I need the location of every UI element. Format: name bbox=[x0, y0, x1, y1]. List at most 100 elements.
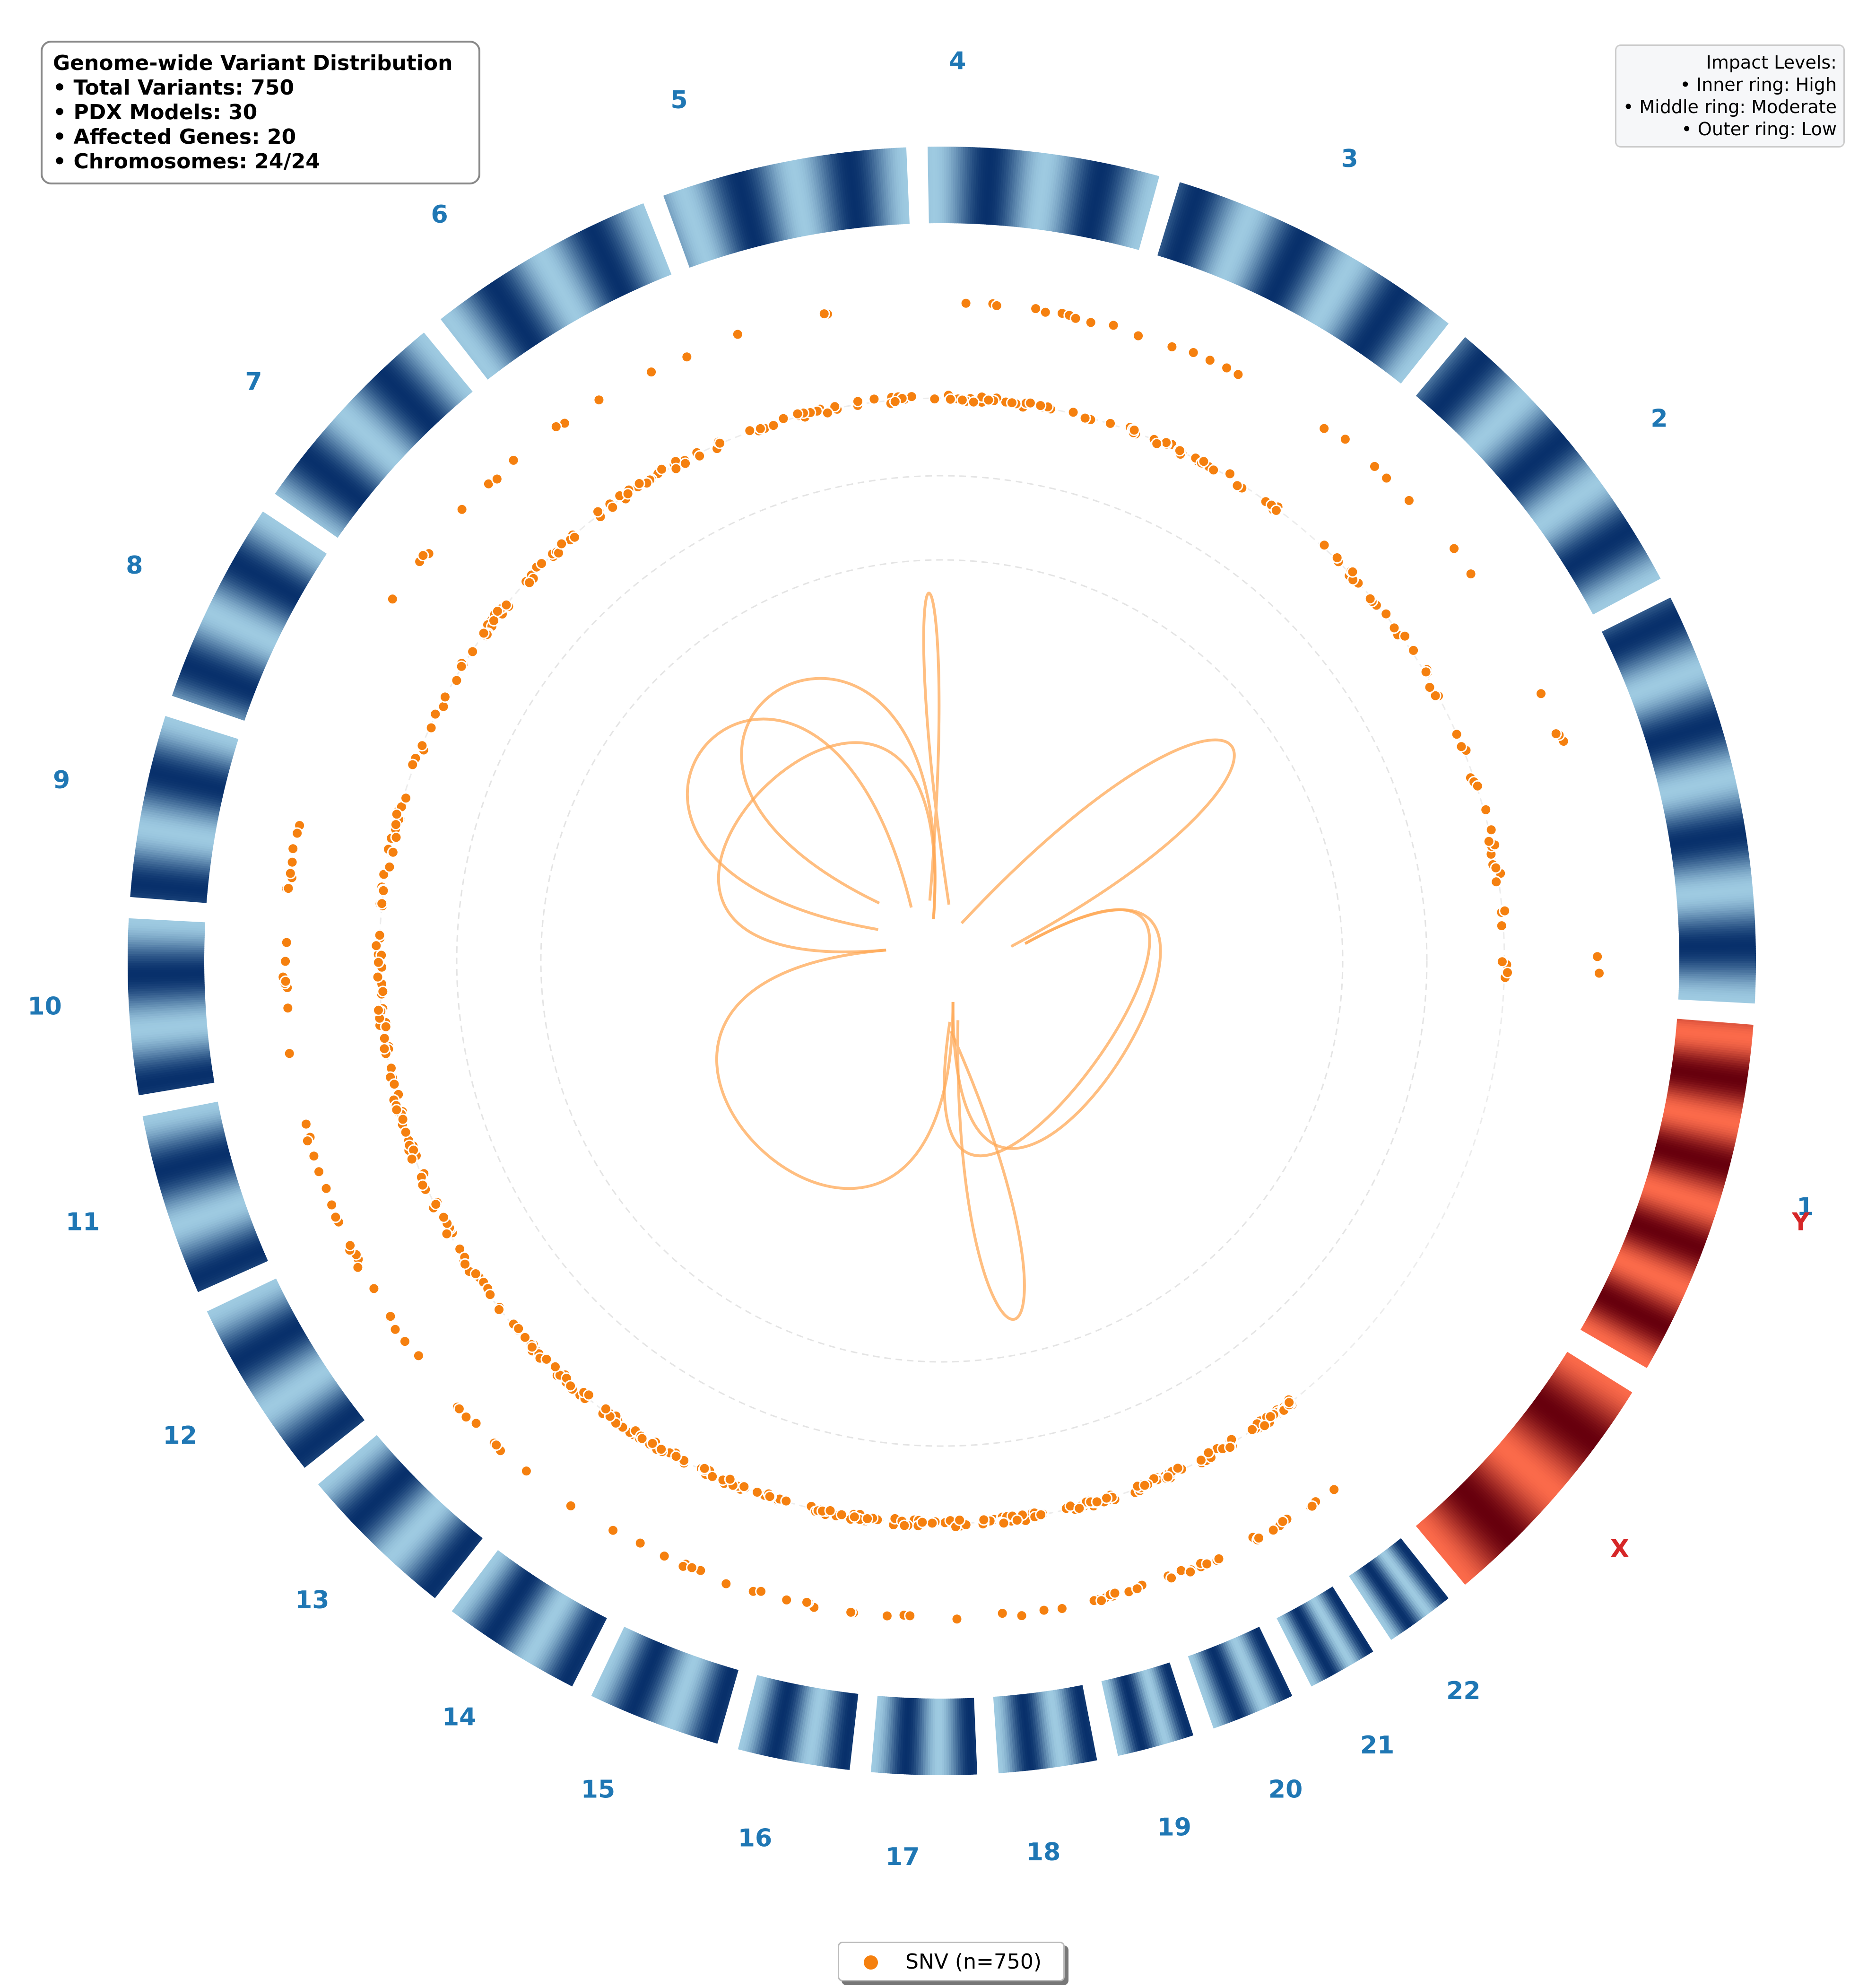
variant-point bbox=[1213, 1552, 1225, 1565]
variant-point bbox=[593, 394, 605, 406]
variant-point bbox=[1232, 368, 1244, 381]
variant-point bbox=[1198, 455, 1210, 468]
variant-point bbox=[1388, 622, 1400, 634]
variant-point bbox=[1006, 397, 1018, 409]
variant-point bbox=[656, 463, 668, 475]
variant-point bbox=[990, 299, 1003, 312]
chromosome-label-16: 16 bbox=[738, 1824, 772, 1852]
chromosome-ideogram bbox=[128, 146, 1756, 1775]
variant-link bbox=[717, 741, 937, 953]
variant-point bbox=[1403, 494, 1415, 506]
variant-point bbox=[1485, 824, 1497, 836]
variant-point bbox=[926, 1517, 938, 1529]
variant-point bbox=[383, 861, 396, 873]
chromosome-band-3 bbox=[1157, 182, 1449, 384]
variant-point bbox=[1079, 412, 1091, 424]
variant-point bbox=[416, 740, 428, 752]
legend: SNV (n=750) bbox=[838, 1942, 1065, 1981]
variant-point bbox=[406, 1153, 418, 1165]
variant-point bbox=[1030, 303, 1042, 315]
variant-point bbox=[425, 722, 437, 734]
variant-point bbox=[1483, 835, 1495, 847]
variant-point bbox=[1069, 312, 1082, 324]
variant-point bbox=[1151, 437, 1163, 450]
variant-point bbox=[520, 1465, 532, 1477]
variant-point bbox=[407, 759, 419, 771]
chromosome-band-1 bbox=[1602, 597, 1756, 1004]
impact-levels-box: Impact Levels: • Inner ring: High • Midd… bbox=[1615, 44, 1845, 148]
variant-point bbox=[1283, 1396, 1295, 1409]
variant-point bbox=[377, 985, 389, 998]
guide-circle bbox=[540, 559, 1344, 1363]
variant-point bbox=[540, 1353, 553, 1365]
variant-point bbox=[1095, 1595, 1108, 1607]
variant-point bbox=[1318, 422, 1330, 435]
variant-point bbox=[1201, 1558, 1213, 1570]
variant-point bbox=[1264, 1411, 1277, 1423]
chromosome-band-6 bbox=[440, 203, 672, 380]
variant-point bbox=[861, 1513, 874, 1525]
variant-point bbox=[372, 971, 384, 983]
variant-link bbox=[686, 717, 913, 931]
chromosome-band-10 bbox=[128, 918, 215, 1096]
chromosome-label-18: 18 bbox=[1026, 1838, 1060, 1866]
chromosome-label-22: 22 bbox=[1446, 1677, 1480, 1705]
variant-point bbox=[848, 1511, 860, 1523]
variant-point bbox=[456, 503, 468, 515]
chromosome-label-9: 9 bbox=[53, 766, 70, 794]
variant-point bbox=[1162, 1471, 1174, 1483]
variant-point bbox=[565, 1500, 577, 1512]
variant-point bbox=[851, 395, 864, 408]
chromosome-band-2 bbox=[1416, 337, 1661, 615]
variant-point bbox=[565, 1380, 577, 1392]
variant-point bbox=[1104, 417, 1116, 429]
chromosome-label-19: 19 bbox=[1157, 1813, 1191, 1841]
variant-point bbox=[998, 1517, 1010, 1529]
variant-point bbox=[1465, 568, 1477, 580]
variant-point bbox=[1172, 1462, 1184, 1474]
chromosome-label-8: 8 bbox=[126, 551, 143, 580]
variant-point bbox=[1318, 539, 1330, 551]
variant-point bbox=[868, 393, 880, 405]
variant-point bbox=[720, 1578, 732, 1590]
variant-point bbox=[283, 1047, 295, 1060]
variant-point bbox=[744, 425, 756, 437]
chromosome-band-11 bbox=[142, 1101, 268, 1292]
impact-title: Impact Levels: bbox=[1706, 52, 1837, 73]
variant-point bbox=[386, 593, 399, 605]
chromosome-band-X bbox=[1416, 1351, 1633, 1585]
variant-point bbox=[437, 1211, 450, 1223]
chromosome-band-12 bbox=[207, 1278, 365, 1468]
variant-point bbox=[430, 1198, 442, 1211]
affected-genes: • Affected Genes: 20 bbox=[53, 125, 296, 149]
variant-point bbox=[724, 1473, 736, 1485]
variant-point bbox=[1550, 728, 1562, 740]
variant-point bbox=[1495, 920, 1508, 932]
variant-point bbox=[377, 884, 390, 897]
variant-point bbox=[478, 627, 490, 639]
legend-label: SNV (n=750) bbox=[905, 1950, 1042, 1974]
variant-point bbox=[286, 856, 298, 868]
variant-point bbox=[536, 558, 547, 570]
variant-point bbox=[469, 1268, 482, 1280]
variant-point bbox=[1429, 689, 1442, 702]
variant-point bbox=[308, 1150, 320, 1162]
chromosome-label-13: 13 bbox=[295, 1586, 329, 1614]
variant-point bbox=[400, 792, 412, 804]
variant-point bbox=[397, 1113, 409, 1125]
variant-point bbox=[622, 488, 634, 500]
variant-point bbox=[996, 1607, 1008, 1620]
chromosome-label-20: 20 bbox=[1268, 1775, 1303, 1804]
variant-point bbox=[1424, 681, 1436, 693]
variant-point bbox=[519, 1331, 531, 1343]
variant-point bbox=[1011, 1514, 1023, 1526]
variant-point bbox=[1259, 1420, 1271, 1432]
variant-point bbox=[1496, 956, 1508, 968]
variant-point bbox=[904, 1610, 916, 1622]
variant-point bbox=[1448, 542, 1460, 555]
variant-point bbox=[1381, 472, 1393, 484]
variant-point bbox=[898, 1519, 911, 1532]
variant-point bbox=[967, 396, 980, 408]
variant-point bbox=[320, 1182, 332, 1195]
variant-point bbox=[470, 1417, 482, 1430]
